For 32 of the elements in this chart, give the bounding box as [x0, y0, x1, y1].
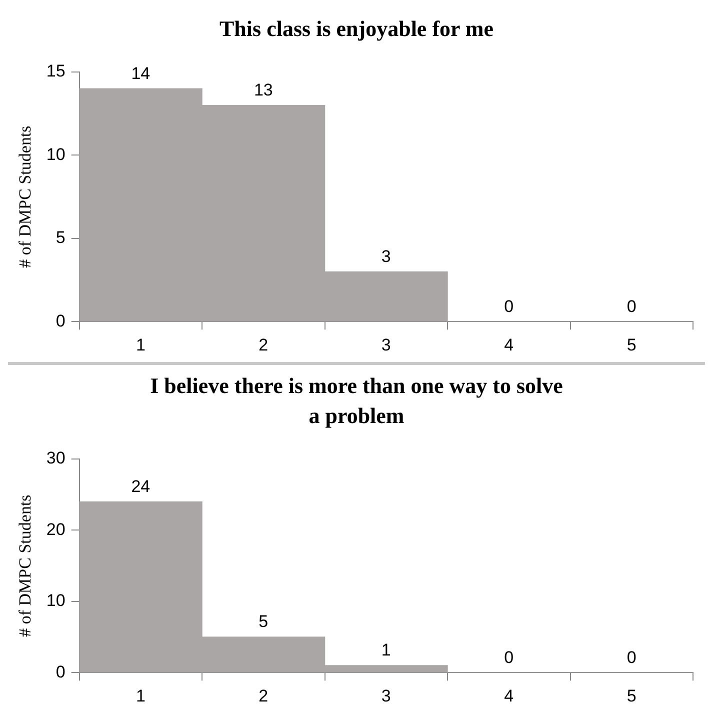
x-tick-label: 3: [381, 335, 391, 354]
data-label: 3: [381, 246, 391, 266]
x-tick-label: 1: [136, 686, 146, 706]
y-tick-label: 10: [46, 591, 66, 610]
x-tick-label: 5: [626, 686, 636, 706]
y-tick-label: 15: [46, 62, 66, 81]
chart-title: I believe there is more than one way to solve a problem: [149, 372, 564, 430]
x-tick-label: 4: [504, 335, 514, 354]
data-label: 0: [504, 296, 514, 316]
data-label: 5: [258, 612, 268, 632]
data-label: 13: [254, 80, 273, 100]
y-axis-title: # of DMPC Students: [16, 494, 35, 637]
data-label: 0: [626, 648, 636, 667]
data-label: 0: [626, 296, 636, 316]
data-label: 24: [131, 476, 150, 496]
y-axis-title: # of DMPC Students: [16, 126, 35, 268]
x-tick-label: 2: [258, 335, 268, 354]
data-label: 0: [504, 648, 514, 667]
x-tick-label: 1: [136, 335, 146, 354]
x-tick-label: 2: [258, 686, 268, 706]
y-tick-label: 30: [46, 448, 66, 468]
data-label: 14: [131, 64, 150, 83]
y-tick-label: 20: [46, 520, 66, 539]
x-tick-label: 5: [626, 335, 636, 354]
y-tick-label: 10: [46, 144, 66, 164]
y-tick-label: 5: [56, 228, 66, 248]
chart-title: This class is enjoyable for me: [218, 15, 494, 43]
x-tick-label: 3: [381, 686, 391, 706]
y-tick-label: 0: [56, 311, 66, 330]
x-tick-label: 4: [504, 686, 514, 706]
data-label: 1: [381, 640, 391, 660]
y-tick-label: 0: [56, 662, 66, 682]
